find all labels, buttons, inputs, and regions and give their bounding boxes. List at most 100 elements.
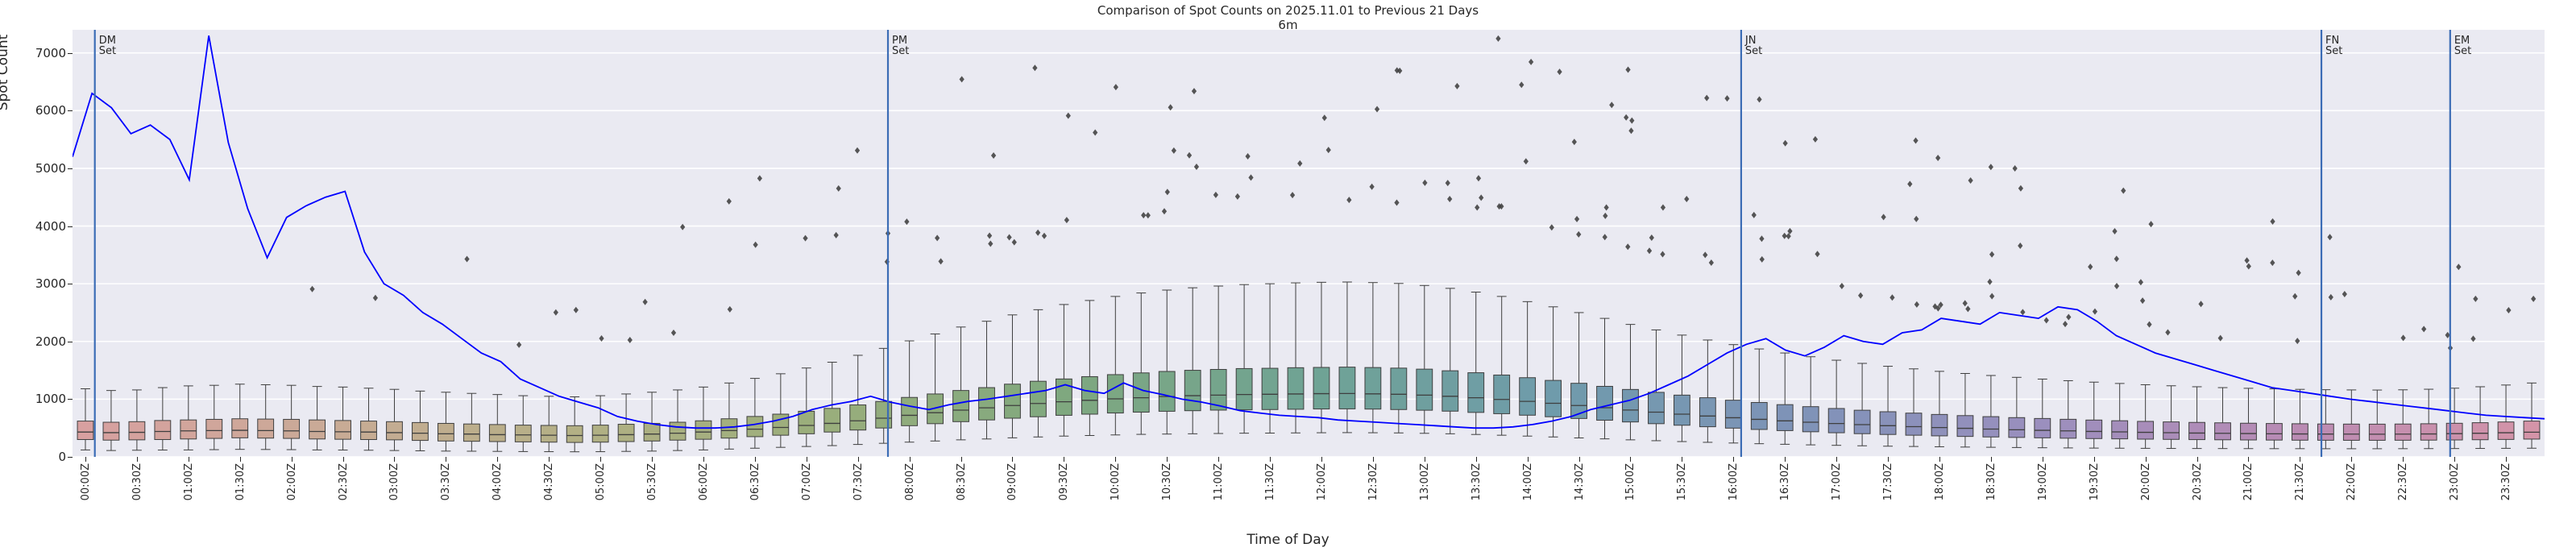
event-label-line2: Set xyxy=(2454,45,2472,57)
plot-area xyxy=(73,30,2545,457)
x-axis-tick-mark xyxy=(2248,457,2250,462)
x-axis-tick-label: 09:00Z xyxy=(1006,463,1019,501)
x-axis-tick-label: 08:00Z xyxy=(903,463,916,501)
event-label: FN Set xyxy=(2325,35,2342,56)
x-axis-tick-mark xyxy=(1990,457,1992,462)
x-axis-tick-mark xyxy=(1321,457,1322,462)
x-axis-tick-label: 22:30Z xyxy=(2397,463,2410,501)
x-axis-tick-label: 02:00Z xyxy=(285,463,298,501)
x-axis-tick-mark xyxy=(1836,457,1838,462)
x-axis-tick-mark xyxy=(600,457,602,462)
x-axis-tick-mark xyxy=(2145,457,2147,462)
x-axis-tick-mark xyxy=(1578,457,1580,462)
y-axis-tick-label: 1000 xyxy=(35,392,66,407)
x-axis-tick-label: 17:00Z xyxy=(1831,463,1844,501)
x-axis-tick-mark xyxy=(239,457,241,462)
x-axis-tick-label: 01:30Z xyxy=(234,463,247,501)
x-axis-tick-label: 22:00Z xyxy=(2346,463,2358,501)
x-axis-tick-label: 10:00Z xyxy=(1110,463,1122,501)
x-axis-tick-label: 18:00Z xyxy=(1933,463,1946,501)
x-axis-tick-label: 07:00Z xyxy=(800,463,813,501)
x-axis-tick-label: 05:00Z xyxy=(595,463,608,501)
y-axis-tick-label: 5000 xyxy=(35,160,66,176)
event-label-line1: DM xyxy=(98,35,116,47)
event-label: DM Set xyxy=(99,35,116,56)
x-axis-tick-label: 21:00Z xyxy=(2242,463,2255,501)
x-axis-tick-label: 10:30Z xyxy=(1161,463,1174,501)
event-label-line2: Set xyxy=(98,45,117,57)
x-axis-tick-label: 04:00Z xyxy=(492,463,504,501)
event-label-line1: FN xyxy=(2325,35,2340,47)
x-axis-tick-mark xyxy=(1372,457,1374,462)
x-axis-tick-label: 18:30Z xyxy=(1985,463,1997,501)
event-label: EM Set xyxy=(2454,35,2471,56)
x-axis-tick-label: 08:30Z xyxy=(955,463,968,501)
x-axis-tick-mark xyxy=(1630,457,1632,462)
x-axis-tick-label: 05:30Z xyxy=(646,463,659,501)
x-axis-tick-label: 03:00Z xyxy=(388,463,401,501)
y-axis-tick-mark xyxy=(68,399,73,400)
x-axis-tick-mark xyxy=(703,457,704,462)
x-axis-tick-mark xyxy=(1939,457,1940,462)
x-axis-tick-label: 14:30Z xyxy=(1573,463,1586,501)
y-axis-tick-mark xyxy=(68,168,73,169)
x-axis-tick-mark xyxy=(1888,457,1889,462)
x-axis-tick-label: 23:00Z xyxy=(2449,463,2462,501)
x-axis-tick-mark xyxy=(1527,457,1529,462)
x-axis-tick-mark xyxy=(549,457,550,462)
y-axis-tick-mark xyxy=(68,110,73,112)
x-axis-tick-label: 19:30Z xyxy=(2088,463,2101,501)
x-axis-tick-mark xyxy=(497,457,499,462)
x-axis-tick-mark xyxy=(394,457,396,462)
boxplot-series xyxy=(77,281,2541,453)
x-axis-tick-label: 00:00Z xyxy=(79,463,92,501)
chart-subtitle: 6m xyxy=(1278,18,1298,32)
x-axis-tick-label: 16:30Z xyxy=(1779,463,1792,501)
y-axis-tick-label: 6000 xyxy=(35,103,66,118)
x-axis-tick-mark xyxy=(857,457,859,462)
x-axis-tick-mark xyxy=(2093,457,2095,462)
x-axis-tick-mark xyxy=(2506,457,2508,462)
event-label-line1: PM xyxy=(892,35,908,47)
event-label: JN Set xyxy=(1745,35,1762,56)
x-axis-tick-label: 20:30Z xyxy=(2191,463,2204,501)
x-axis-tick-mark xyxy=(1270,457,1271,462)
x-axis-tick-label: 15:30Z xyxy=(1676,463,1689,501)
x-axis-tick-label: 13:00Z xyxy=(1418,463,1431,501)
y-axis-tick-label: 7000 xyxy=(35,45,66,60)
x-axis-tick-label: 01:00Z xyxy=(182,463,195,501)
x-axis-tick-label: 03:30Z xyxy=(440,463,453,501)
x-axis-tick-mark xyxy=(85,457,86,462)
x-axis-tick-label: 11:00Z xyxy=(1213,463,1226,501)
x-axis-tick-mark xyxy=(2351,457,2353,462)
x-axis-tick-label: 00:30Z xyxy=(131,463,143,501)
x-axis-tick-label: 12:30Z xyxy=(1367,463,1379,501)
event-label-line2: Set xyxy=(892,45,910,57)
event-label-line2: Set xyxy=(1744,45,1763,57)
y-axis-tick-label: 3000 xyxy=(35,276,66,292)
x-axis-tick-label: 21:30Z xyxy=(2294,463,2307,501)
x-axis-tick-mark xyxy=(2454,457,2456,462)
x-axis-tick-mark xyxy=(1167,457,1168,462)
x-axis-label: Time of Day xyxy=(1247,532,1329,548)
x-axis-tick-label: 20:00Z xyxy=(2139,463,2152,501)
overlay-line xyxy=(73,35,2545,429)
x-axis-tick-mark xyxy=(1475,457,1477,462)
event-label-line2: Set xyxy=(2325,45,2343,57)
x-axis-tick-mark xyxy=(960,457,962,462)
x-axis-tick-label: 02:30Z xyxy=(337,463,350,501)
x-axis-tick-label: 04:30Z xyxy=(543,463,556,501)
y-axis-tick-mark xyxy=(68,457,73,458)
x-axis-tick-label: 11:30Z xyxy=(1264,463,1277,501)
x-axis-tick-label: 17:30Z xyxy=(1882,463,1895,501)
x-axis-tick-label: 23:30Z xyxy=(2500,463,2513,501)
x-axis-tick-mark xyxy=(1733,457,1735,462)
y-axis-tick-mark xyxy=(68,52,73,54)
x-axis-tick-label: 06:30Z xyxy=(749,463,761,501)
x-axis-tick-label: 19:00Z xyxy=(2036,463,2049,501)
outlier-markers xyxy=(309,35,2537,351)
x-axis-tick-label: 14:00Z xyxy=(1521,463,1534,501)
event-label-line1: EM xyxy=(2454,35,2470,47)
x-axis-tick-mark xyxy=(909,457,911,462)
